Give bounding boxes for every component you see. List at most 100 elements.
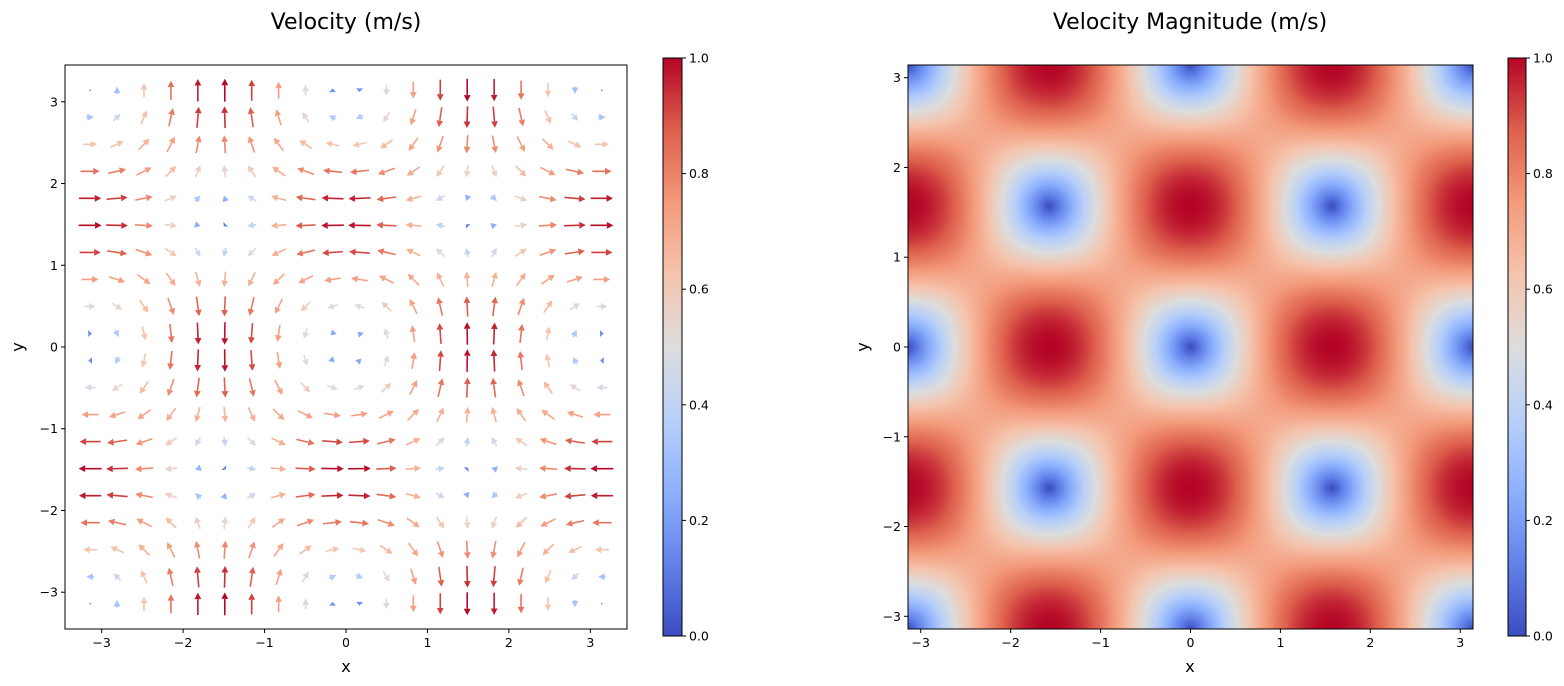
x-tick-label: −3 <box>912 635 930 650</box>
quiver-arrow <box>572 356 580 365</box>
quiver-arrow <box>376 195 397 203</box>
colorbar-gradient <box>663 58 682 636</box>
quiver-arrow <box>195 492 203 500</box>
quiver-arrow <box>107 167 127 175</box>
quiver-arrow <box>517 379 525 397</box>
quiver-arrow <box>436 107 444 128</box>
quiver-arrow <box>84 384 96 391</box>
quiver-arrow <box>295 194 316 202</box>
quiver-arrow <box>166 567 174 587</box>
y-tick-label: −1 <box>883 429 901 444</box>
quiver-arrow <box>571 600 579 608</box>
quiver-arrow <box>436 541 445 559</box>
quiver-arrow <box>295 491 316 499</box>
quiver-arrow <box>302 598 309 610</box>
colorbar-frame <box>1507 57 1527 637</box>
quiver-arrow <box>352 546 367 554</box>
quiver-arrow <box>570 113 579 121</box>
quiver-arrow <box>88 330 93 337</box>
x-tick-label: −1 <box>255 635 273 650</box>
quiver-arrow <box>596 303 608 310</box>
quiver-arrow <box>382 355 390 367</box>
quiver-arrow <box>349 248 370 256</box>
quiver-arrow <box>490 164 498 178</box>
quiver-arrow <box>248 378 256 397</box>
colorbar-tick-label: 0.4 <box>689 397 709 412</box>
quiver-arrow <box>517 567 524 586</box>
quiver-arrow <box>302 354 309 366</box>
quiver-arrow <box>491 466 499 473</box>
quiver-arrow <box>593 411 611 418</box>
quiver-arrow <box>194 247 201 257</box>
quiver-arrow <box>352 141 367 148</box>
x-tick-label: 3 <box>586 635 594 650</box>
quiver-arrow <box>78 492 102 500</box>
quiver-arrow <box>300 301 311 312</box>
quiver-arrow <box>167 323 175 343</box>
quiver-arrow <box>515 437 528 447</box>
quiver-arrow <box>540 166 556 176</box>
quiver-arrow <box>543 381 553 395</box>
quiver-arrow <box>328 115 337 122</box>
y-tick-label: −3 <box>40 585 58 600</box>
quiver-arrow <box>376 465 397 472</box>
quiver-arrow <box>436 248 446 258</box>
quiver-arrow <box>407 408 420 421</box>
quiver-arrow <box>436 165 445 178</box>
quiver-arrow <box>490 407 498 423</box>
quiver-arrow <box>463 516 471 529</box>
quiver-arrow <box>435 516 445 529</box>
y-tick-label: 0 <box>50 340 58 355</box>
quiver-arrow <box>321 194 344 202</box>
quiver-arrow <box>89 603 91 605</box>
quiver-arrow <box>139 380 149 394</box>
quiver-arrow <box>351 410 368 418</box>
quiver-arrow <box>436 297 444 316</box>
quiver-arrow <box>221 165 229 178</box>
quiver-arrow <box>408 137 419 151</box>
quiver-arrow <box>78 465 102 473</box>
quiver-arrow <box>271 518 286 528</box>
quiver-arrow <box>299 139 313 150</box>
quiver-arrow <box>407 542 419 557</box>
velocity-magnitude-chart: Velocity Magnitude (m/s) −3 −2 −1 0 1 2 3 −3 −2… <box>853 10 1553 676</box>
quiver-arrow <box>248 350 256 371</box>
quiver-arrow <box>514 248 527 257</box>
quiver-arrow <box>590 465 614 473</box>
quiver-arrow <box>599 330 604 337</box>
quiver-arrow <box>463 565 471 588</box>
quiver-arrow <box>221 322 229 345</box>
quiver-arrow <box>140 353 148 368</box>
heatmap-image <box>908 65 1473 629</box>
quiver-arrow <box>81 276 99 283</box>
quiver-arrow <box>435 194 446 201</box>
quiver-arrow <box>167 297 175 315</box>
quiver-arrow <box>106 249 128 257</box>
quiver-arrow <box>517 594 525 614</box>
quiver-arrow <box>194 377 201 398</box>
x-axis-ticks: −3 −2 −1 0 1 2 3 <box>92 629 594 650</box>
quiver-arrow <box>405 465 422 472</box>
quiver-arrow <box>328 574 337 581</box>
colorbar-tick-label: 0.2 <box>1533 513 1553 528</box>
quiver-arrow <box>464 194 472 202</box>
quiver-arrow <box>302 112 310 123</box>
quiver-arrow <box>491 296 498 317</box>
colorbar-tick-label: 0.0 <box>689 629 709 644</box>
quiver-arrow <box>273 543 284 557</box>
quiver-arrow <box>564 465 586 472</box>
quiver-arrow <box>410 352 417 369</box>
x-tick-label: 3 <box>1456 635 1464 650</box>
quiver-arrow <box>221 349 229 372</box>
quiver-arrow <box>134 222 154 229</box>
quiver-arrow <box>435 492 445 499</box>
quiver-arrow <box>515 516 527 528</box>
y-axis-ticks: −3 −2 −1 0 1 2 3 <box>40 94 65 600</box>
quiver-arrow <box>516 136 526 152</box>
quiver-arrow <box>221 436 228 447</box>
quiver-arrow <box>194 349 202 372</box>
quiver-arrow <box>539 195 557 203</box>
quiver-arrow <box>490 322 498 345</box>
chart-title: Velocity (m/s) <box>271 10 422 35</box>
quiver-arrow <box>571 86 579 94</box>
